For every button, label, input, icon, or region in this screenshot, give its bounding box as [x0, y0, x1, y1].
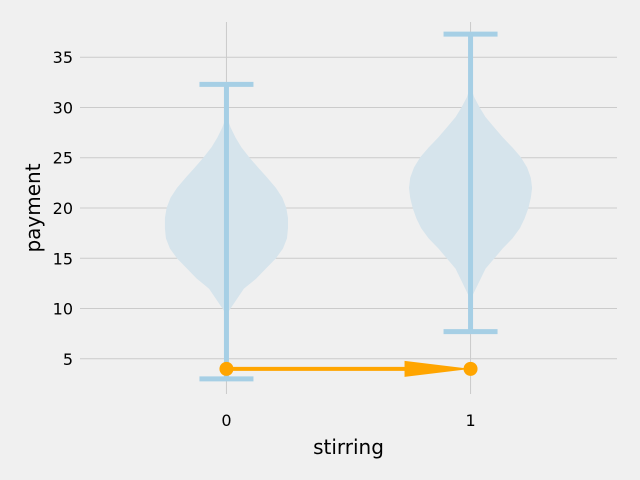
y-axis-label: payment — [21, 163, 45, 252]
y-tick-label: 30 — [53, 98, 73, 117]
y-tick-label: 10 — [53, 300, 73, 319]
annotation — [219, 360, 478, 377]
y-tick-label: 5 — [63, 350, 73, 369]
x-tick-label: 1 — [465, 411, 475, 430]
arrow-start-point — [219, 361, 234, 376]
x-tick-label: 0 — [221, 411, 231, 430]
arrow-head — [404, 360, 471, 377]
y-tick-label: 35 — [53, 48, 73, 67]
x-axis-label: stirring — [313, 435, 384, 459]
y-tick-label: 20 — [53, 199, 73, 218]
arrow-end-point — [463, 361, 478, 376]
y-tick-label: 15 — [53, 249, 73, 268]
violins — [164, 31, 533, 382]
y-tick-label: 25 — [53, 149, 73, 168]
grid — [80, 22, 617, 394]
ticks: 5 10 15 20 25 30 35 0 1 — [53, 48, 476, 430]
